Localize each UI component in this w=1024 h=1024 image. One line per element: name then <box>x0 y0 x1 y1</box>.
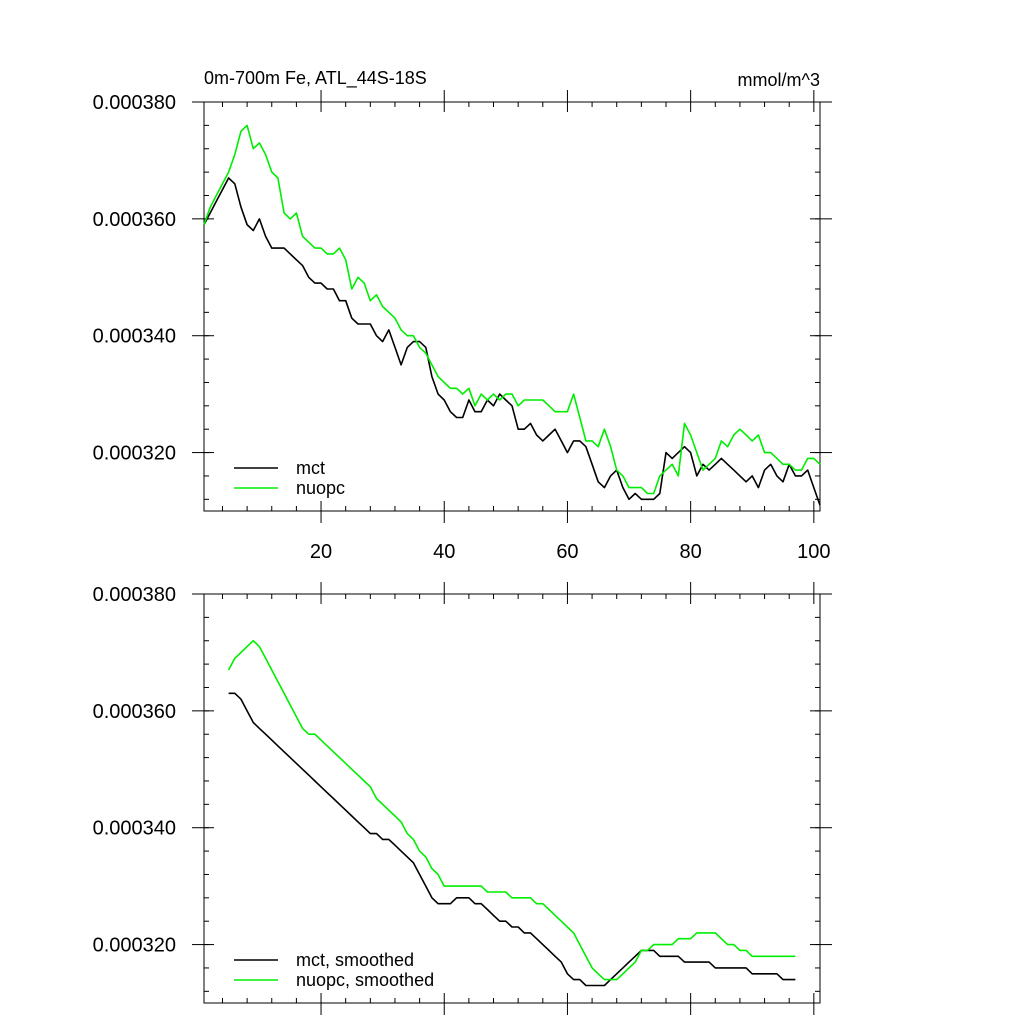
plot-frame <box>203 101 821 512</box>
legend-label: nuopc <box>296 478 345 498</box>
series-line-mct <box>203 177 821 506</box>
x-tick-label: 20 <box>310 541 332 563</box>
y-tick-label: 0.000320 <box>93 935 176 957</box>
plot-frame <box>203 593 821 1004</box>
y-tick-label: 0.000360 <box>93 209 176 231</box>
bottom-panel: 0.000320 0.000340 0.000360 0.000380 mct, smo… <box>93 582 832 1015</box>
series-line-nuopc <box>203 124 821 495</box>
y-tick-label: 0.000380 <box>93 584 176 606</box>
y-tick-label: 0.000340 <box>93 818 176 840</box>
legend-label: mct <box>296 458 325 478</box>
top-panel: 0.000320 0.000340 0.000360 0.000380 20 40 60 80… <box>93 90 832 563</box>
x-tick-label: 60 <box>556 541 578 563</box>
x-tick-label: 100 <box>797 541 830 563</box>
series-line-mct <box>228 692 796 987</box>
chart-title: 0m-700m Fe, ATL_44S-18S <box>204 68 427 89</box>
series-line-nuopc <box>227 639 796 981</box>
legend-label: mct, smoothed <box>296 950 414 970</box>
y-tick-label: 0.000380 <box>93 92 176 114</box>
legend-label: nuopc, smoothed <box>296 970 434 990</box>
y-tick-label: 0.000360 <box>93 701 176 723</box>
y-tick-label: 0.000320 <box>93 443 176 465</box>
x-tick-label: 80 <box>680 541 702 563</box>
x-tick-label: 40 <box>433 541 455 563</box>
units-label: mmol/m^3 <box>738 70 820 90</box>
y-tick-label: 0.000340 <box>93 326 176 348</box>
